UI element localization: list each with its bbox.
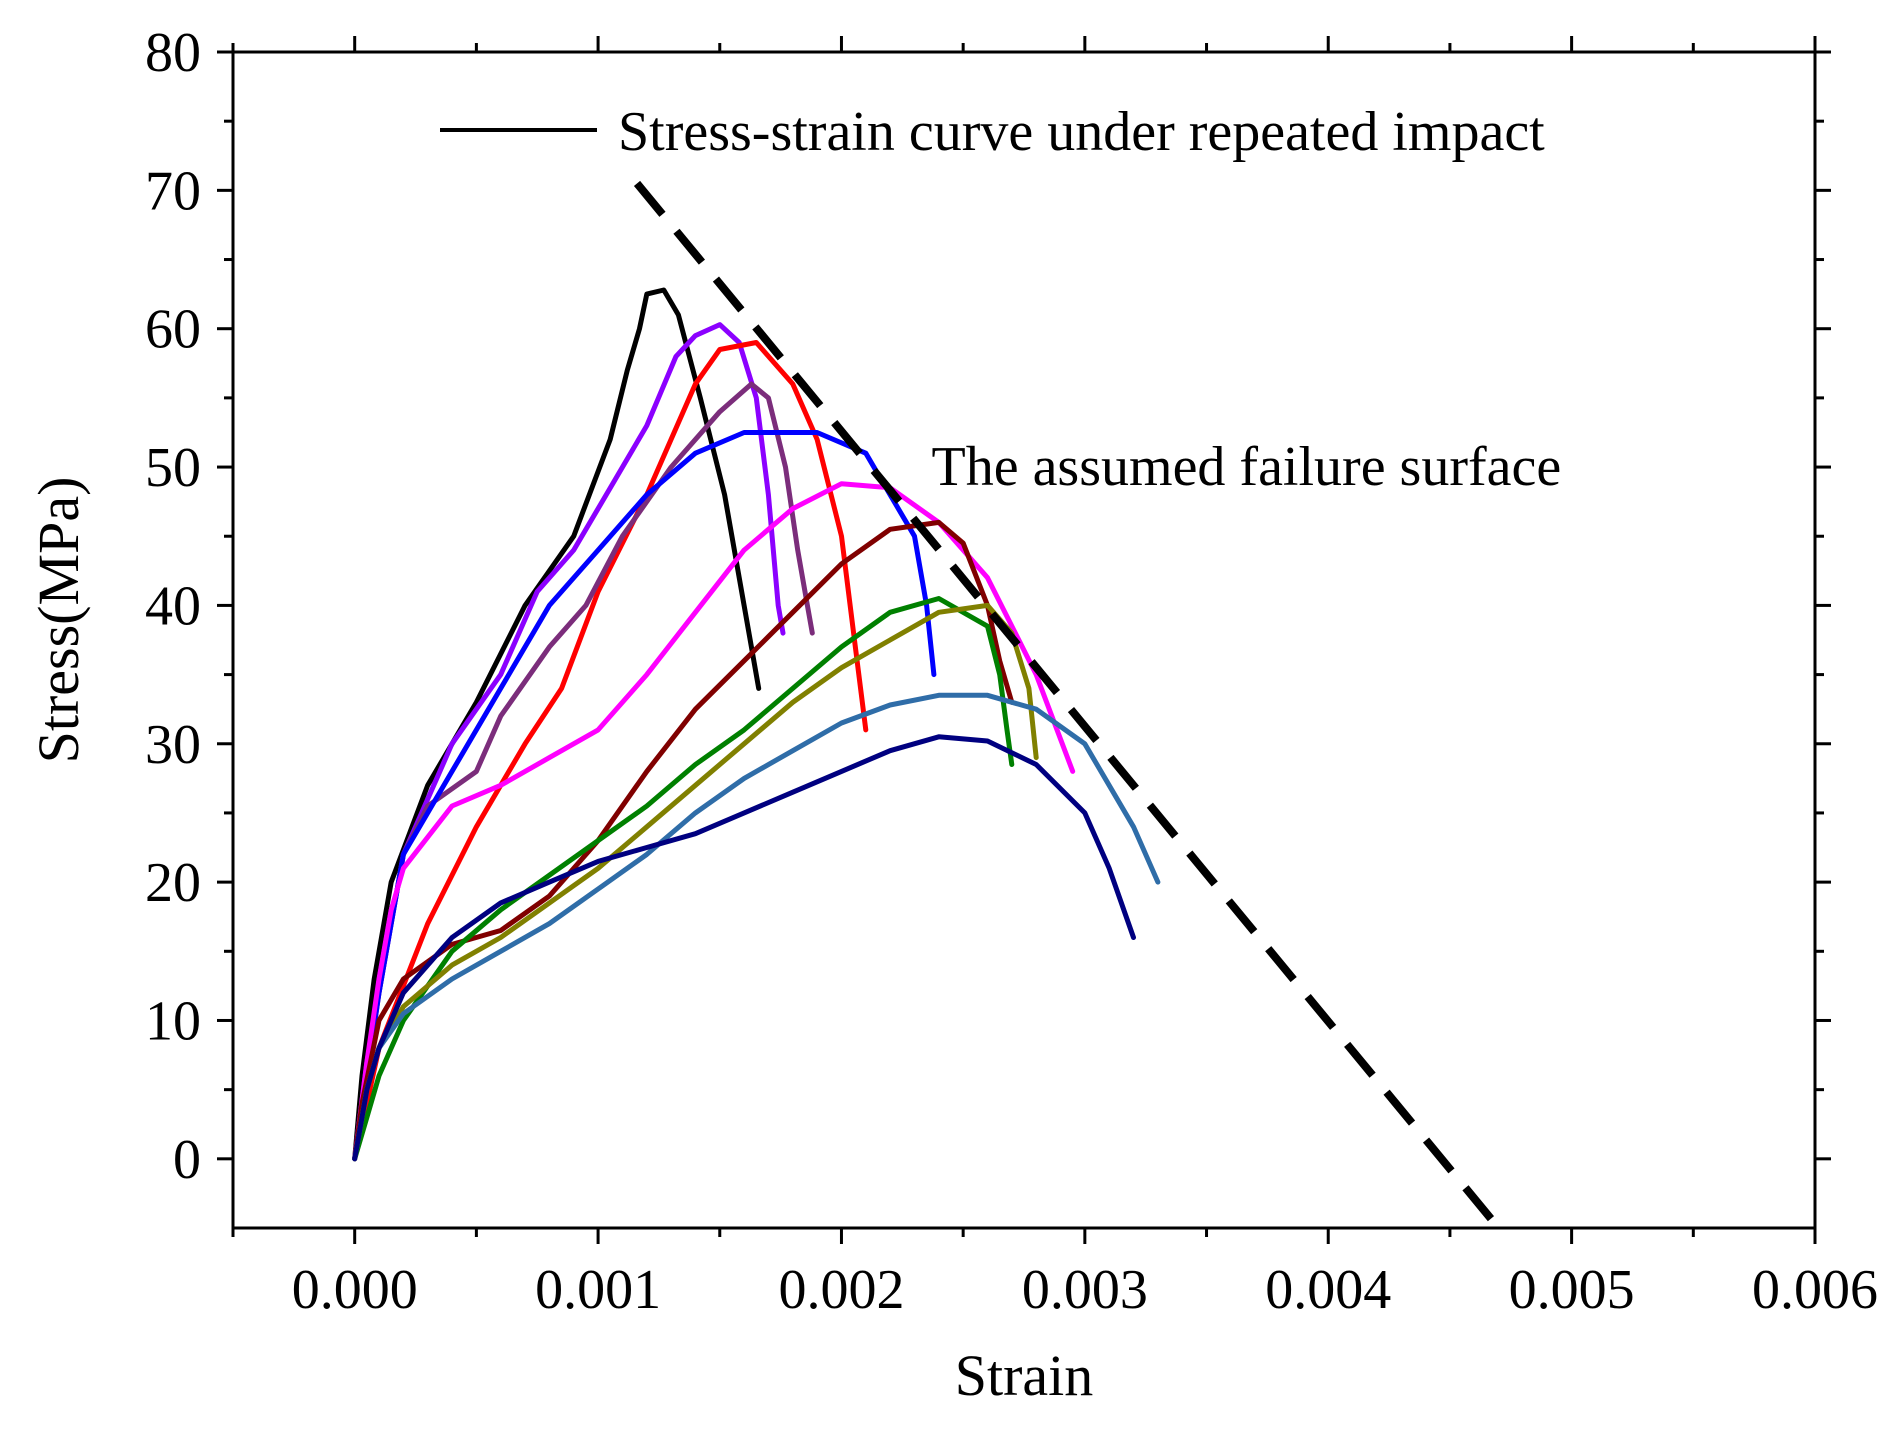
x-axis-ticks: 0.000 0.001 0.002 0.003 0.004 0.005 0.006 bbox=[231, 36, 1878, 1321]
x-tick-label: 0.005 bbox=[1509, 1259, 1635, 1321]
series-line-curve-1 bbox=[352, 287, 762, 1162]
legend: Stress-strain curve under repeated impac… bbox=[440, 101, 1545, 163]
series-line-curve-7 bbox=[352, 519, 1015, 1162]
legend-label: Stress-strain curve under repeated impac… bbox=[618, 101, 1545, 163]
x-tick-label: 0.004 bbox=[1265, 1259, 1391, 1321]
failure-surface-group bbox=[633, 180, 1502, 1231]
x-tick-label: 0.003 bbox=[1022, 1259, 1148, 1321]
series-line-curve-2 bbox=[352, 322, 786, 1162]
y-axis-title: Stress(MPa) bbox=[26, 477, 91, 764]
y-tick-label: 10 bbox=[145, 990, 201, 1052]
y-tick-label: 70 bbox=[145, 160, 201, 222]
y-tick-label: 20 bbox=[145, 852, 201, 914]
x-axis-title: Strain bbox=[955, 1343, 1094, 1408]
x-tick-label: 0.000 bbox=[292, 1259, 418, 1321]
y-tick-label: 80 bbox=[145, 22, 201, 84]
series-line-curve-11 bbox=[352, 734, 1136, 1162]
y-tick-label: 50 bbox=[145, 437, 201, 499]
series-line-curve-10 bbox=[352, 692, 1161, 1162]
x-tick-label: 0.001 bbox=[535, 1259, 661, 1321]
x-tick-label: 0.002 bbox=[778, 1259, 904, 1321]
failure-surface-annotation: The assumed failure surface bbox=[932, 436, 1562, 498]
y-tick-label: 0 bbox=[173, 1129, 201, 1191]
series-group bbox=[352, 287, 1161, 1162]
series-line-curve-9 bbox=[352, 602, 1039, 1162]
series-line-curve-3 bbox=[352, 340, 869, 1162]
y-tick-label: 60 bbox=[145, 299, 201, 361]
series-line-curve-4 bbox=[352, 381, 815, 1162]
plot-border bbox=[231, 50, 1817, 1230]
failure-surface-line bbox=[633, 180, 1502, 1231]
y-tick-label: 30 bbox=[145, 714, 201, 776]
series-line-curve-8 bbox=[352, 596, 1015, 1162]
x-tick-label: 0.006 bbox=[1752, 1259, 1878, 1321]
y-axis-ticks: 0 10 20 30 40 50 60 70 80 bbox=[145, 22, 1831, 1191]
plot-frame bbox=[231, 50, 1817, 1230]
y-tick-label: 40 bbox=[145, 575, 201, 637]
